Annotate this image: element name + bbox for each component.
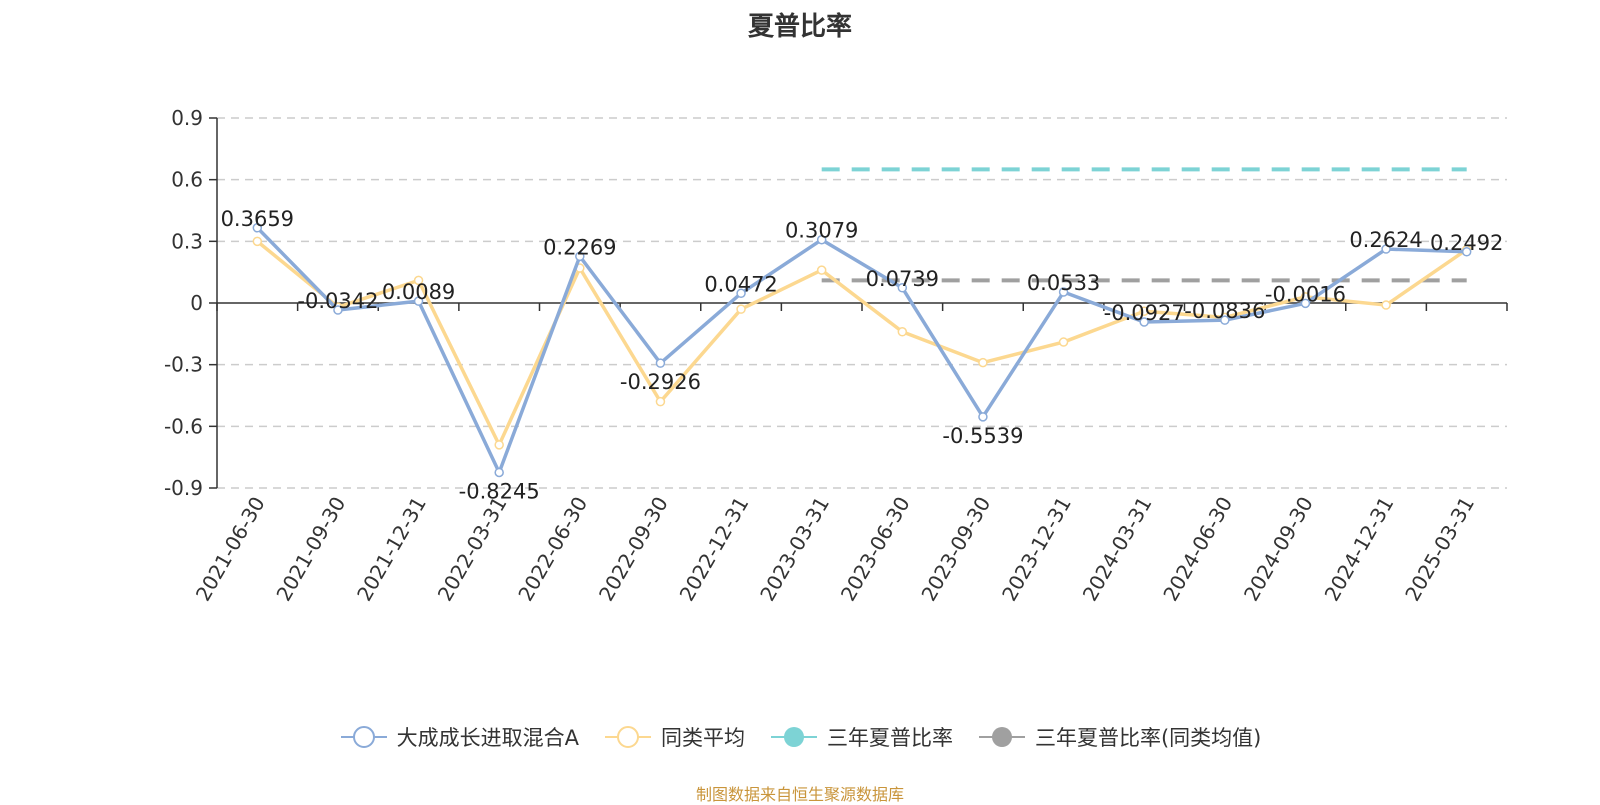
legend-label: 三年夏普比率 xyxy=(826,726,953,750)
data-label: 0.0739 xyxy=(866,267,939,291)
y-tick-label: 0.9 xyxy=(171,106,203,130)
x-tick-label: 2024-09-30 xyxy=(1239,493,1318,606)
legend-label: 大成成长进取混合A xyxy=(396,726,579,750)
data-point xyxy=(897,327,908,337)
y-tick-label: 0.6 xyxy=(171,168,203,192)
legend-filled-circle-icon xyxy=(770,727,817,747)
data-label: 0.3079 xyxy=(785,219,858,243)
data-label: -0.0836 xyxy=(1184,299,1265,323)
data-point xyxy=(252,236,263,247)
data-point xyxy=(1381,244,1391,254)
x-tick-label: 2023-12-31 xyxy=(997,493,1076,606)
data-point xyxy=(1139,317,1149,327)
legend-label: 三年夏普比率(同类均值) xyxy=(1034,726,1262,750)
data-point xyxy=(1058,287,1069,297)
data-point xyxy=(978,412,988,422)
x-tick-label: 2022-09-30 xyxy=(594,493,673,606)
y-tick-label: -0.3 xyxy=(164,353,203,377)
data-point xyxy=(1139,306,1149,316)
data-point xyxy=(494,467,504,478)
x-tick-label: 2023-09-30 xyxy=(916,493,995,606)
data-point xyxy=(1381,300,1391,310)
data-label: -0.5539 xyxy=(942,424,1023,448)
grid-lines xyxy=(217,117,1507,489)
data-label: 0.0472 xyxy=(704,272,777,296)
data-point xyxy=(333,305,343,315)
data-label: -0.8245 xyxy=(459,479,540,503)
data-label: -0.0016 xyxy=(1265,282,1346,306)
data-label: 0.0089 xyxy=(382,280,455,304)
data-point xyxy=(575,251,585,262)
data-point xyxy=(1461,247,1472,257)
y-tick-label: -0.6 xyxy=(164,414,203,438)
data-label: -0.0342 xyxy=(297,289,378,313)
data-labels: 0.3659 -0.0342 0.0089 -0.8245 0.2269 -0.2926 0… xyxy=(221,207,1504,504)
y-tick-label: 0 xyxy=(190,291,203,315)
x-tick-label: 2024-12-31 xyxy=(1319,493,1398,606)
legend-item-peer-average[interactable]: 同类平均 xyxy=(603,722,745,752)
x-tick-label: 2024-03-31 xyxy=(1078,493,1157,606)
source-note: 制图数据来自恒生聚源数据库 xyxy=(695,785,904,804)
data-point xyxy=(1300,298,1311,309)
data-point xyxy=(978,357,988,368)
data-point xyxy=(494,440,504,450)
x-tick-label: 2023-03-31 xyxy=(755,493,834,606)
legend-item-three-year-sharpe-peer[interactable]: 三年夏普比率(同类均值) xyxy=(977,722,1261,752)
data-point xyxy=(655,396,666,407)
y-tick-label: -0.9 xyxy=(164,476,203,500)
legend-label: 同类平均 xyxy=(660,726,745,750)
data-point xyxy=(736,304,746,314)
series-lines xyxy=(252,223,1472,478)
x-tick-label: 2021-12-31 xyxy=(352,493,431,606)
data-point xyxy=(1058,337,1069,347)
x-tick-label: 2021-09-30 xyxy=(271,493,350,606)
data-point xyxy=(736,288,746,299)
reference-lines xyxy=(821,167,1467,283)
x-tick-label: 2022-12-31 xyxy=(674,493,753,606)
chart-title: 夏普比率 xyxy=(747,12,852,42)
data-label: 0.2492 xyxy=(1430,231,1503,255)
y-axis-ticks: 0.9 0.6 0.3 0 -0.3 -0.6 -0.9 xyxy=(164,106,217,500)
x-tick-label: 2025-03-31 xyxy=(1400,493,1479,606)
data-label: 0.2269 xyxy=(543,235,616,259)
data-point xyxy=(252,223,263,233)
legend: 大成成长进取混合A 同类平均 三年夏普比率 三年夏普比率(同类均值) xyxy=(0,722,1600,752)
x-tick-label: 2023-06-30 xyxy=(836,493,915,606)
data-point xyxy=(816,265,827,275)
sharpe-ratio-line-chart: 0.9 0.6 0.3 0 -0.3 -0.6 -0.9 2021-06-30 2021-09… xyxy=(164,106,1508,606)
data-point xyxy=(655,358,666,368)
legend-item-fund[interactable]: 大成成长进取混合A xyxy=(339,722,579,752)
data-label: -0.0927 xyxy=(1104,301,1185,325)
x-tick-label: 2021-06-30 xyxy=(191,493,270,606)
x-tick-label: 2022-03-31 xyxy=(433,493,512,606)
data-point xyxy=(816,234,827,245)
legend-filled-circle-icon xyxy=(978,727,1025,747)
data-point xyxy=(413,296,424,306)
data-label: 0.0533 xyxy=(1027,271,1100,295)
x-tick-label: 2024-06-30 xyxy=(1158,493,1237,606)
data-point xyxy=(413,275,424,286)
data-point xyxy=(1220,315,1230,325)
y-tick-label: 0.3 xyxy=(171,229,203,253)
x-axis-ticks: 2021-06-30 2021-09-30 2021-12-31 2022-03-31… xyxy=(191,493,1479,606)
data-point xyxy=(897,283,908,293)
legend-item-three-year-sharpe[interactable]: 三年夏普比率 xyxy=(769,722,953,752)
data-label: -0.2926 xyxy=(620,370,701,394)
series-line xyxy=(256,239,1468,447)
data-label: 0.3659 xyxy=(221,207,294,231)
x-tick-label: 2022-06-30 xyxy=(513,493,592,606)
series-line xyxy=(256,226,1467,475)
legend-circle-icon xyxy=(340,726,387,748)
data-label: 0.2624 xyxy=(1349,228,1422,252)
legend-circle-icon xyxy=(604,726,651,748)
